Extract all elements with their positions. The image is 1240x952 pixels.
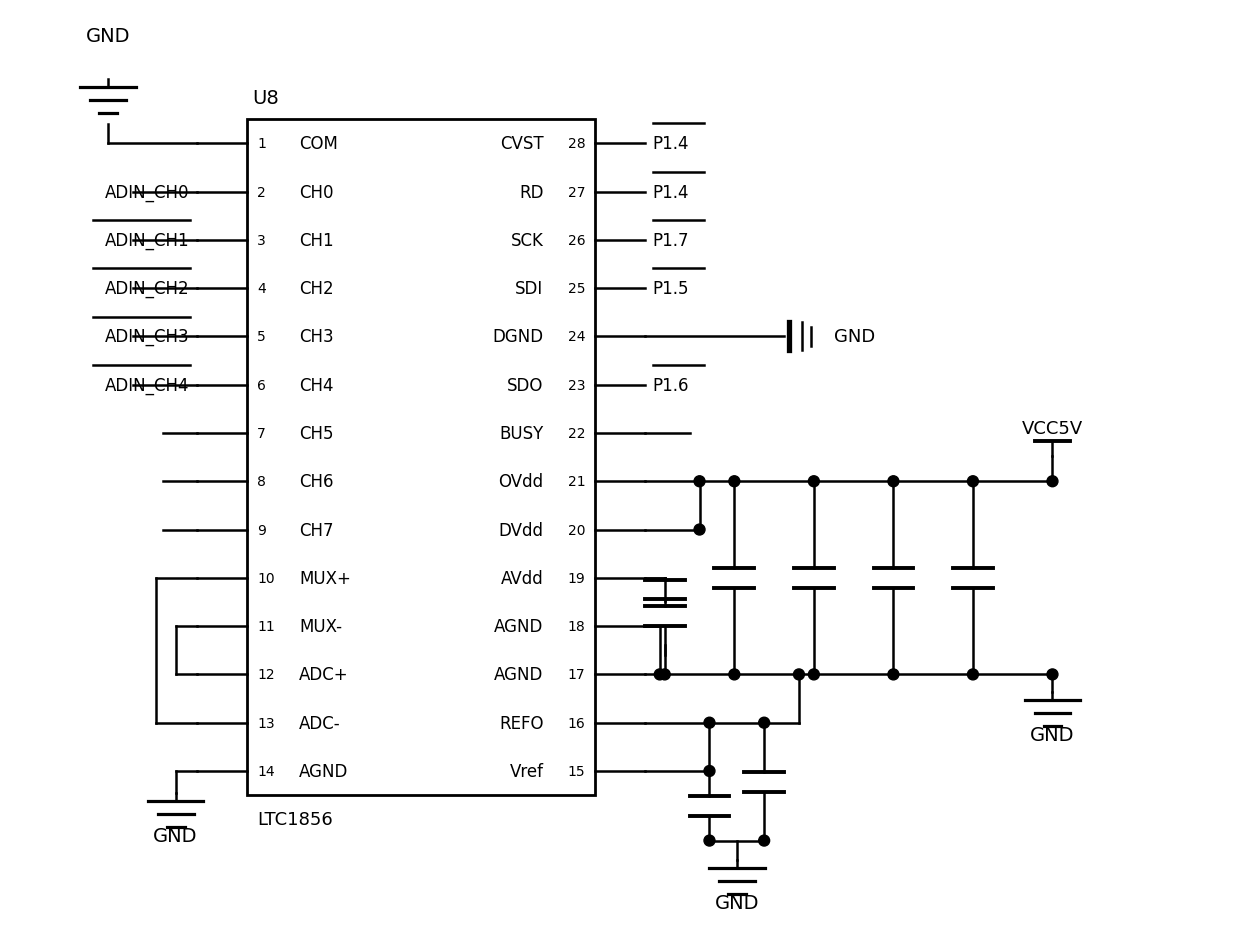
Circle shape [759, 718, 770, 728]
Text: 10: 10 [257, 571, 275, 585]
Circle shape [967, 669, 978, 680]
Text: RD: RD [520, 184, 543, 201]
Text: CH3: CH3 [299, 328, 334, 346]
Text: REFO: REFO [498, 714, 543, 732]
Circle shape [808, 476, 820, 487]
Text: OVdd: OVdd [498, 473, 543, 490]
Text: 28: 28 [568, 137, 585, 151]
Circle shape [888, 476, 899, 487]
Text: 23: 23 [568, 378, 585, 392]
Text: 25: 25 [568, 282, 585, 296]
Text: 4: 4 [257, 282, 265, 296]
Text: P1.6: P1.6 [652, 376, 689, 394]
Text: Vref: Vref [510, 763, 543, 780]
Text: 17: 17 [568, 667, 585, 682]
Text: CVST: CVST [500, 135, 543, 153]
Text: CH5: CH5 [299, 425, 334, 443]
Circle shape [1047, 476, 1058, 487]
Text: CH4: CH4 [299, 376, 334, 394]
Text: 3: 3 [257, 233, 265, 248]
Bar [247, 120, 595, 795]
Text: VCC5V: VCC5V [1022, 419, 1083, 437]
Circle shape [888, 669, 899, 680]
Text: 11: 11 [257, 620, 275, 633]
Circle shape [704, 718, 715, 728]
Text: GND: GND [86, 27, 130, 46]
Text: SDI: SDI [515, 280, 543, 298]
Text: LTC1856: LTC1856 [257, 810, 332, 828]
Text: ADIN_CH0: ADIN_CH0 [105, 184, 190, 201]
Text: GND: GND [833, 328, 875, 346]
Text: COM: COM [299, 135, 337, 153]
Text: CH6: CH6 [299, 473, 334, 490]
Text: 8: 8 [257, 475, 267, 488]
Text: ADIN_CH2: ADIN_CH2 [105, 280, 190, 298]
Text: AGND: AGND [494, 618, 543, 635]
Text: ADC-: ADC- [299, 714, 341, 732]
Text: DVdd: DVdd [498, 521, 543, 539]
Text: 5: 5 [257, 330, 265, 344]
Circle shape [808, 669, 820, 680]
Text: 24: 24 [568, 330, 585, 344]
Text: ADC+: ADC+ [299, 665, 348, 684]
Text: P1.4: P1.4 [652, 184, 689, 201]
Circle shape [729, 669, 740, 680]
Text: MUX+: MUX+ [299, 569, 351, 587]
Text: CH7: CH7 [299, 521, 334, 539]
Circle shape [704, 765, 715, 777]
Text: DGND: DGND [492, 328, 543, 346]
Text: CH2: CH2 [299, 280, 334, 298]
Text: 2: 2 [257, 186, 265, 199]
Text: 6: 6 [257, 378, 267, 392]
Text: 7: 7 [257, 426, 265, 441]
Circle shape [794, 669, 805, 680]
Text: 26: 26 [568, 233, 585, 248]
Text: 16: 16 [568, 716, 585, 730]
Text: U8: U8 [252, 89, 279, 108]
Text: P1.5: P1.5 [652, 280, 689, 298]
Text: ADIN_CH3: ADIN_CH3 [105, 328, 190, 346]
Text: 14: 14 [257, 764, 275, 778]
Circle shape [759, 835, 770, 846]
Text: 18: 18 [568, 620, 585, 633]
Circle shape [694, 476, 706, 487]
Text: ADIN_CH1: ADIN_CH1 [105, 231, 190, 249]
Circle shape [1047, 669, 1058, 680]
Text: 19: 19 [568, 571, 585, 585]
Text: CH1: CH1 [299, 231, 334, 249]
Text: 21: 21 [568, 475, 585, 488]
Text: MUX-: MUX- [299, 618, 342, 635]
Text: 9: 9 [257, 523, 267, 537]
Text: AGND: AGND [494, 665, 543, 684]
Text: BUSY: BUSY [500, 425, 543, 443]
Circle shape [694, 525, 706, 535]
Text: SCK: SCK [511, 231, 543, 249]
Text: SDO: SDO [507, 376, 543, 394]
Circle shape [729, 476, 740, 487]
Text: P1.7: P1.7 [652, 231, 689, 249]
Text: GND: GND [714, 893, 759, 912]
Text: 12: 12 [257, 667, 275, 682]
Text: 20: 20 [568, 523, 585, 537]
Text: CH0: CH0 [299, 184, 334, 201]
Text: GND: GND [1030, 725, 1075, 744]
Text: 27: 27 [568, 186, 585, 199]
Text: 22: 22 [568, 426, 585, 441]
Text: 15: 15 [568, 764, 585, 778]
Text: AGND: AGND [299, 763, 348, 780]
Text: GND: GND [154, 825, 198, 844]
Text: ADIN_CH4: ADIN_CH4 [105, 376, 190, 394]
Text: 1: 1 [257, 137, 267, 151]
Text: P1.4: P1.4 [652, 135, 689, 153]
Circle shape [660, 669, 670, 680]
Circle shape [655, 669, 665, 680]
Circle shape [967, 476, 978, 487]
Text: 13: 13 [257, 716, 275, 730]
Circle shape [704, 835, 715, 846]
Text: AVdd: AVdd [501, 569, 543, 587]
